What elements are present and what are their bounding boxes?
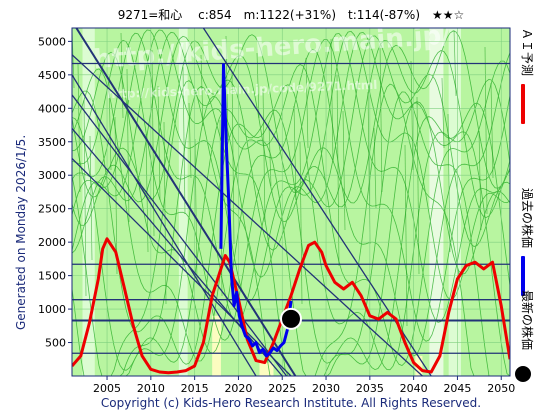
green-oscillation-line	[72, 86, 510, 376]
green-vertical-stroke	[416, 96, 420, 275]
legend-swatch-past-price	[521, 256, 525, 296]
green-vertical-stroke	[293, 105, 297, 201]
background-band-pale	[82, 28, 95, 376]
green-vertical-stroke	[188, 102, 192, 179]
x-tick-label: 2030	[312, 382, 340, 395]
green-vertical-stroke	[490, 82, 494, 179]
x-tick-label: 2025	[268, 382, 296, 395]
background-band-yellow	[259, 362, 274, 376]
green-vertical-stroke	[305, 57, 309, 149]
green-vertical-stroke	[262, 88, 266, 223]
green-vertical-stroke	[83, 99, 87, 297]
trend-diagonal-line	[72, 158, 292, 376]
x-tick-label: 2010	[137, 382, 165, 395]
background-band-yellow	[212, 315, 221, 376]
green-oscillation-line	[72, 49, 510, 357]
green-vertical-stroke	[157, 85, 161, 201]
green-vertical-stroke	[231, 71, 235, 245]
green-vertical-stroke	[410, 60, 414, 171]
y-tick-label: 5000	[38, 35, 66, 48]
x-tick-label: 2035	[356, 382, 384, 395]
legend-item-latest-price: 最新の株価	[512, 290, 560, 390]
green-vertical-stroke	[441, 77, 445, 149]
green-oscillation-line	[72, 78, 510, 371]
x-tick-label: 2040	[400, 382, 428, 395]
green-vertical-stroke	[200, 54, 204, 127]
green-vertical-stroke	[114, 116, 118, 275]
background-band-pale	[178, 28, 188, 376]
green-vertical-stroke	[163, 121, 167, 305]
green-vertical-stroke	[268, 124, 272, 187]
y-tick-label: 1500	[38, 270, 66, 283]
green-vertical-stroke	[126, 68, 130, 223]
legend-item-ai-forecast: ＡＩ予測	[512, 28, 560, 138]
y-tick-label: 2500	[38, 203, 66, 216]
green-vertical-stroke	[342, 110, 346, 231]
plot-frame	[71, 27, 511, 377]
copyright-footer: Copyright (c) Kids-Hero Research Institu…	[100, 396, 482, 410]
green-oscillation-line	[72, 96, 510, 376]
legend-swatch-ai-forecast	[521, 84, 525, 124]
green-oscillation-line	[72, 30, 510, 204]
green-vertical-stroke	[379, 43, 383, 193]
y-tick-label: 1000	[38, 303, 66, 316]
x-tick-label: 2015	[181, 382, 209, 395]
plot-area: http://kids-hero.main.jp/http://kids-her…	[72, 28, 510, 376]
y-tick-label: 3000	[38, 169, 66, 182]
chart-header: 9271=和心 c:854 m:1122(+31%) t:114(-87%) ★…	[117, 8, 465, 22]
ai-forecast-line	[72, 237, 510, 375]
y-tick-label: 500	[45, 337, 66, 350]
x-tick-label: 2005	[93, 382, 121, 395]
green-oscillation-line	[72, 80, 510, 376]
y-tick-label: 2000	[38, 236, 66, 249]
trend-diagonal-line	[75, 28, 297, 376]
latest-price-marker	[280, 307, 302, 330]
legend-item-past-price: 過去の株価	[512, 188, 560, 298]
legend-dot-latest-price	[515, 366, 531, 382]
legend-label-past-price: 過去の株価	[520, 188, 534, 249]
x-tick-label: 2020	[224, 382, 252, 395]
green-vertical-stroke	[151, 49, 155, 237]
green-vertical-stroke	[108, 80, 112, 171]
green-vertical-stroke	[447, 113, 451, 253]
legend-label-ai-forecast: ＡＩ予測	[520, 28, 534, 77]
trend-diagonal-line	[72, 54, 423, 376]
green-oscillation-line	[72, 31, 510, 254]
trend-diagonal-line	[72, 94, 288, 376]
y-tick-label: 4500	[38, 69, 66, 82]
legend: ＡＩ予測 過去の株価 最新の株価	[512, 28, 560, 388]
green-vertical-stroke	[225, 35, 229, 141]
trend-diagonal-line	[72, 74, 257, 376]
green-vertical-stroke	[182, 66, 186, 215]
green-vertical-stroke	[478, 130, 482, 231]
green-vertical-stroke	[299, 141, 303, 305]
green-vertical-stroke	[89, 135, 93, 261]
legend-label-latest-price: 最新の株価	[520, 290, 534, 351]
x-tick-label: 2050	[487, 382, 515, 395]
y-tick-label: 4000	[38, 102, 66, 115]
x-tick-label: 2045	[443, 382, 471, 395]
green-oscillation-line	[72, 60, 510, 366]
past-price-line	[219, 63, 293, 358]
green-oscillation-line	[72, 29, 510, 278]
green-vertical-stroke	[120, 32, 124, 119]
y-tick-label: 3500	[38, 136, 66, 149]
green-vertical-stroke	[373, 127, 377, 209]
